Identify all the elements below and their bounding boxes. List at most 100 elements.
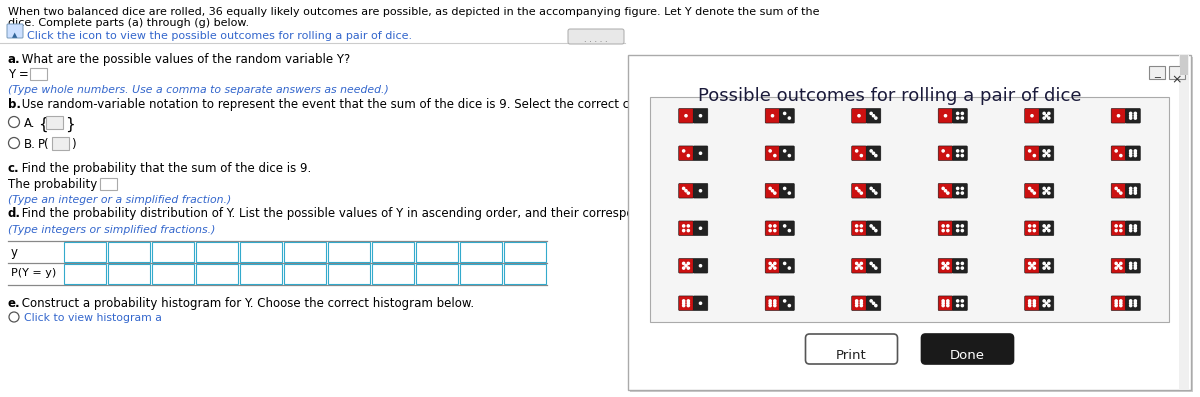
Circle shape — [856, 267, 858, 269]
Circle shape — [1115, 267, 1117, 269]
FancyBboxPatch shape — [866, 108, 881, 123]
Circle shape — [1120, 192, 1122, 194]
Circle shape — [1028, 262, 1031, 264]
Circle shape — [1115, 229, 1117, 232]
Circle shape — [1048, 229, 1050, 232]
FancyBboxPatch shape — [780, 296, 794, 310]
FancyBboxPatch shape — [866, 221, 881, 235]
Circle shape — [1028, 304, 1031, 307]
Bar — [108, 242, 150, 262]
Circle shape — [947, 229, 949, 232]
Circle shape — [1129, 225, 1132, 227]
Circle shape — [685, 190, 688, 192]
Circle shape — [872, 190, 875, 192]
FancyBboxPatch shape — [628, 55, 1190, 390]
Circle shape — [956, 112, 959, 114]
Text: P(Y = y): P(Y = y) — [11, 268, 56, 278]
Text: A.: A. — [24, 117, 36, 130]
Circle shape — [769, 225, 772, 227]
Circle shape — [769, 262, 772, 264]
Bar — [152, 242, 194, 262]
Circle shape — [860, 302, 863, 304]
FancyBboxPatch shape — [766, 146, 780, 160]
Circle shape — [872, 227, 875, 229]
Bar — [460, 242, 502, 262]
Circle shape — [1134, 262, 1136, 264]
Circle shape — [769, 229, 772, 232]
FancyBboxPatch shape — [953, 146, 967, 160]
Circle shape — [1033, 300, 1036, 302]
FancyBboxPatch shape — [866, 146, 881, 160]
Circle shape — [947, 225, 949, 227]
Circle shape — [1048, 154, 1050, 157]
Circle shape — [1031, 115, 1033, 117]
Circle shape — [1129, 154, 1132, 157]
Text: The probability is: The probability is — [8, 178, 110, 191]
FancyBboxPatch shape — [780, 146, 794, 160]
Circle shape — [688, 300, 690, 302]
Circle shape — [860, 267, 863, 269]
Bar — [64, 242, 106, 262]
Circle shape — [700, 190, 702, 192]
Circle shape — [1048, 117, 1050, 119]
Circle shape — [956, 304, 959, 307]
Circle shape — [860, 304, 863, 307]
Circle shape — [942, 229, 944, 232]
FancyBboxPatch shape — [1039, 258, 1054, 273]
Circle shape — [956, 117, 959, 119]
Circle shape — [683, 267, 685, 269]
Circle shape — [872, 265, 875, 267]
Circle shape — [1129, 112, 1132, 114]
Circle shape — [1028, 187, 1031, 189]
Circle shape — [683, 300, 685, 302]
Bar — [416, 242, 458, 262]
FancyBboxPatch shape — [1111, 183, 1126, 198]
Circle shape — [956, 225, 959, 227]
FancyBboxPatch shape — [1126, 296, 1140, 310]
Bar — [108, 264, 150, 284]
Circle shape — [683, 225, 685, 227]
Circle shape — [769, 150, 772, 152]
Circle shape — [856, 187, 858, 189]
Circle shape — [769, 302, 772, 304]
Bar — [240, 264, 282, 284]
FancyBboxPatch shape — [780, 108, 794, 123]
Circle shape — [784, 150, 786, 152]
Circle shape — [944, 190, 947, 192]
Circle shape — [1129, 302, 1132, 304]
Circle shape — [700, 302, 702, 304]
Circle shape — [700, 227, 702, 229]
Circle shape — [947, 262, 949, 264]
Circle shape — [788, 229, 791, 232]
FancyBboxPatch shape — [1126, 183, 1140, 198]
Circle shape — [956, 154, 959, 157]
Circle shape — [683, 150, 685, 152]
Circle shape — [1134, 112, 1136, 114]
Circle shape — [956, 192, 959, 194]
Circle shape — [700, 265, 702, 267]
Circle shape — [1129, 187, 1132, 189]
Circle shape — [947, 304, 949, 307]
FancyBboxPatch shape — [1111, 258, 1126, 273]
Circle shape — [688, 225, 690, 227]
Circle shape — [872, 152, 875, 154]
Circle shape — [856, 302, 858, 304]
Circle shape — [685, 115, 688, 117]
Circle shape — [942, 302, 944, 304]
Circle shape — [1129, 262, 1132, 264]
FancyBboxPatch shape — [694, 108, 708, 123]
Circle shape — [1134, 115, 1136, 117]
Circle shape — [1120, 225, 1122, 227]
FancyBboxPatch shape — [1126, 146, 1140, 160]
FancyBboxPatch shape — [938, 108, 953, 123]
Circle shape — [683, 262, 685, 264]
Bar — [240, 242, 282, 262]
Circle shape — [942, 267, 944, 269]
Bar — [284, 264, 326, 284]
Bar — [650, 97, 1169, 322]
Text: Find the probability distribution of Y. List the possible values of Y in ascendi: Find the probability distribution of Y. … — [18, 207, 748, 220]
Circle shape — [961, 117, 964, 119]
Text: · · · · ·: · · · · · — [584, 38, 608, 47]
FancyBboxPatch shape — [679, 258, 694, 273]
FancyBboxPatch shape — [852, 296, 866, 310]
